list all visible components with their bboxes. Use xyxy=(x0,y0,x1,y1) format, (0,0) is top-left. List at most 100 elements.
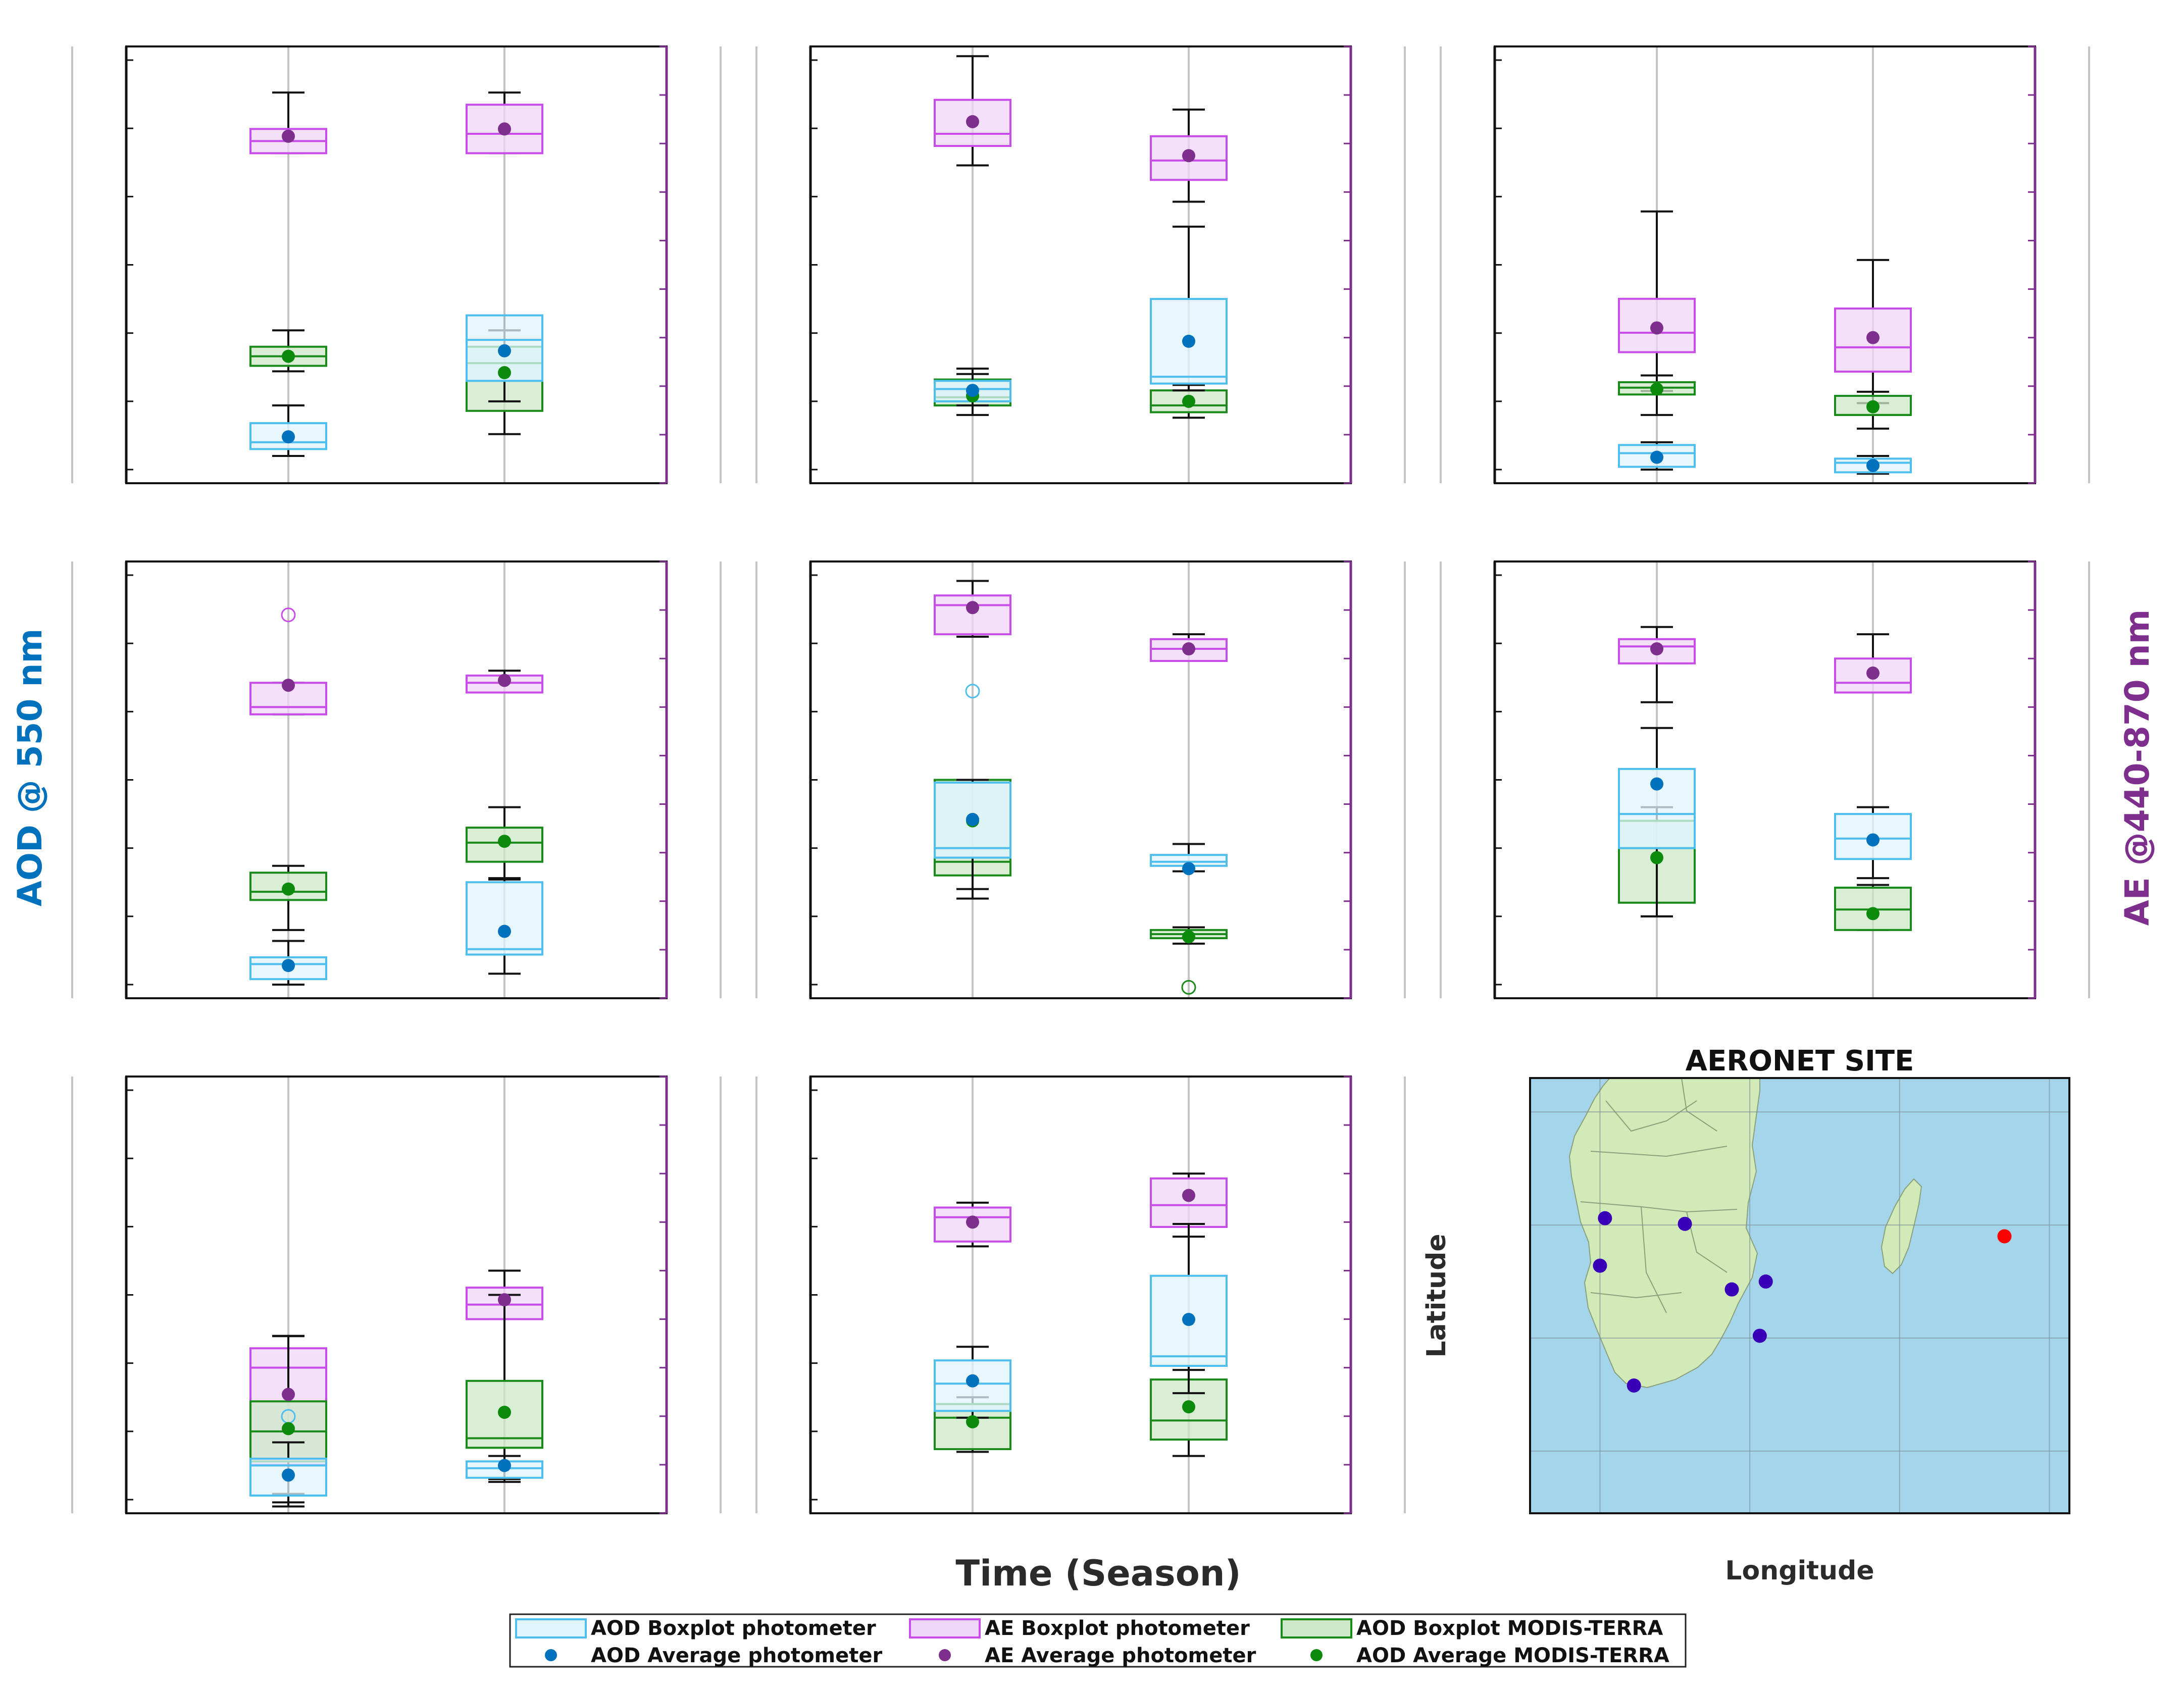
aod-mean-marker xyxy=(1866,458,1880,472)
aod-box-box xyxy=(934,1359,1011,1412)
aod-mean-marker xyxy=(498,1459,511,1472)
box-panels xyxy=(71,45,2090,1514)
ae-mean-marker xyxy=(282,129,295,143)
legend-aod-avg-marker xyxy=(545,1649,557,1661)
aod-box xyxy=(466,877,543,975)
legend-ae-box-label: AE Boxplot photometer xyxy=(985,1617,1250,1640)
panel-plot-area xyxy=(934,1172,1228,1457)
aod-mean-marker xyxy=(498,925,511,938)
aod-mean-marker xyxy=(282,1468,295,1482)
ae-box xyxy=(1834,633,1912,694)
left-y-axis-label: AOD @ 550 nm xyxy=(11,629,49,906)
ae-box xyxy=(934,55,1011,167)
site-marker-mauntower xyxy=(1678,1216,1692,1231)
modis-box-outlier xyxy=(1181,980,1196,995)
legend-ae-box-swatch xyxy=(909,1618,981,1638)
panel-durban xyxy=(755,1076,1406,1514)
map-grid xyxy=(1530,1078,2069,1513)
panel-plot-area xyxy=(934,55,1228,419)
map-frame xyxy=(1529,1077,2070,1514)
legend-aod-avg-label: AOD Average photometer xyxy=(591,1644,882,1667)
panel-mauntower xyxy=(755,45,1406,484)
legend-aod-box-swatch xyxy=(515,1618,587,1638)
aod-mean-marker xyxy=(1650,450,1663,464)
aod-box xyxy=(249,1409,327,1504)
aod-box-box xyxy=(1150,1274,1228,1367)
right-y-axis-label: AE @440-870 nm xyxy=(2118,609,2157,926)
ae-mean-marker xyxy=(966,115,979,128)
panel-skukuza xyxy=(1440,560,2090,999)
ae-box xyxy=(1618,210,1696,392)
legend-ae-avg-label: AE Average photometer xyxy=(985,1644,1256,1667)
aod-mean-marker xyxy=(282,959,295,972)
modis-box-box xyxy=(1834,395,1912,416)
legend-modis-avg-marker xyxy=(1310,1649,1323,1661)
modis-mean-marker xyxy=(1650,851,1663,864)
ae-mean-marker xyxy=(282,1388,295,1401)
panel-pretoria xyxy=(755,560,1406,999)
legend-modis-box-label: AOD Boxplot MODIS-TERRA xyxy=(1356,1617,1663,1640)
ae-box xyxy=(1150,1172,1228,1238)
aod-mean-marker xyxy=(966,384,979,397)
ae-mean-marker xyxy=(966,1215,979,1229)
modis-mean-marker xyxy=(966,1415,979,1428)
panel-frame xyxy=(1494,45,2036,484)
ae-mean-marker xyxy=(1182,1189,1195,1202)
modis-mean-marker xyxy=(1650,382,1663,396)
modis-mean-marker xyxy=(1866,907,1880,920)
ae-box xyxy=(249,91,327,155)
ae-box-outlier xyxy=(281,607,296,623)
aod-mean-marker xyxy=(1182,1313,1195,1326)
ae-mean-marker xyxy=(1866,667,1880,680)
modis-box xyxy=(1834,884,1912,931)
site-marker-reunion xyxy=(1997,1229,2012,1244)
ae-box-box xyxy=(1150,1177,1228,1228)
aod-mean-marker xyxy=(498,344,511,357)
modis-box-box xyxy=(466,1379,543,1449)
panel-frame xyxy=(809,1076,1352,1514)
panel-windpoort xyxy=(71,45,722,484)
ae-mean-marker xyxy=(498,674,511,687)
panel-plot-area xyxy=(1618,210,1912,475)
panel-frame xyxy=(125,560,668,999)
map-sites xyxy=(1593,1211,2012,1393)
aod-mean-marker xyxy=(966,1374,979,1388)
panel-frame xyxy=(125,45,668,484)
ae-mean-marker xyxy=(1182,642,1195,655)
aod-box xyxy=(1150,1222,1228,1395)
panel-gobabeb xyxy=(71,560,722,999)
panel-frame xyxy=(809,560,1352,999)
legend-aod-box-label: AOD Boxplot photometer xyxy=(591,1617,876,1640)
ae-mean-marker xyxy=(1866,331,1880,344)
ae-mean-marker xyxy=(966,601,979,614)
site-marker-simonstown xyxy=(1627,1378,1641,1393)
ae-mean-marker xyxy=(498,1293,511,1307)
panel-plot-area xyxy=(1618,626,1912,931)
aod-box xyxy=(249,940,327,986)
ae-mean-marker xyxy=(282,679,295,692)
modis-box xyxy=(1834,390,1912,430)
modis-box xyxy=(466,1294,543,1480)
modis-mean-marker xyxy=(498,366,511,380)
map-borders xyxy=(1580,1078,1738,1313)
aod-mean-marker xyxy=(1650,777,1663,791)
ae-mean-marker xyxy=(1182,149,1195,163)
aod-box xyxy=(1150,843,1228,873)
ae-box xyxy=(1150,633,1228,662)
map-x-label: Longitude xyxy=(1725,1556,1874,1586)
legend-ae-avg-marker xyxy=(939,1649,951,1661)
map-y-label: Latitude xyxy=(1421,1234,1452,1357)
panel-plot-area xyxy=(249,607,543,986)
site-marker-windpoort xyxy=(1598,1211,1612,1225)
modis-mean-marker xyxy=(282,349,295,363)
ae-box xyxy=(1618,626,1696,703)
panel-frame xyxy=(809,45,1352,484)
panel-plot-area xyxy=(249,1269,543,1508)
modis-mean-marker xyxy=(1182,930,1195,944)
panel-plot-area xyxy=(249,91,543,457)
site-marker-gobabeb xyxy=(1593,1258,1607,1273)
aod-box-outlier xyxy=(965,684,980,699)
aod-mean-marker xyxy=(282,430,295,444)
x-axis-label: Time (Season) xyxy=(955,1553,1241,1594)
